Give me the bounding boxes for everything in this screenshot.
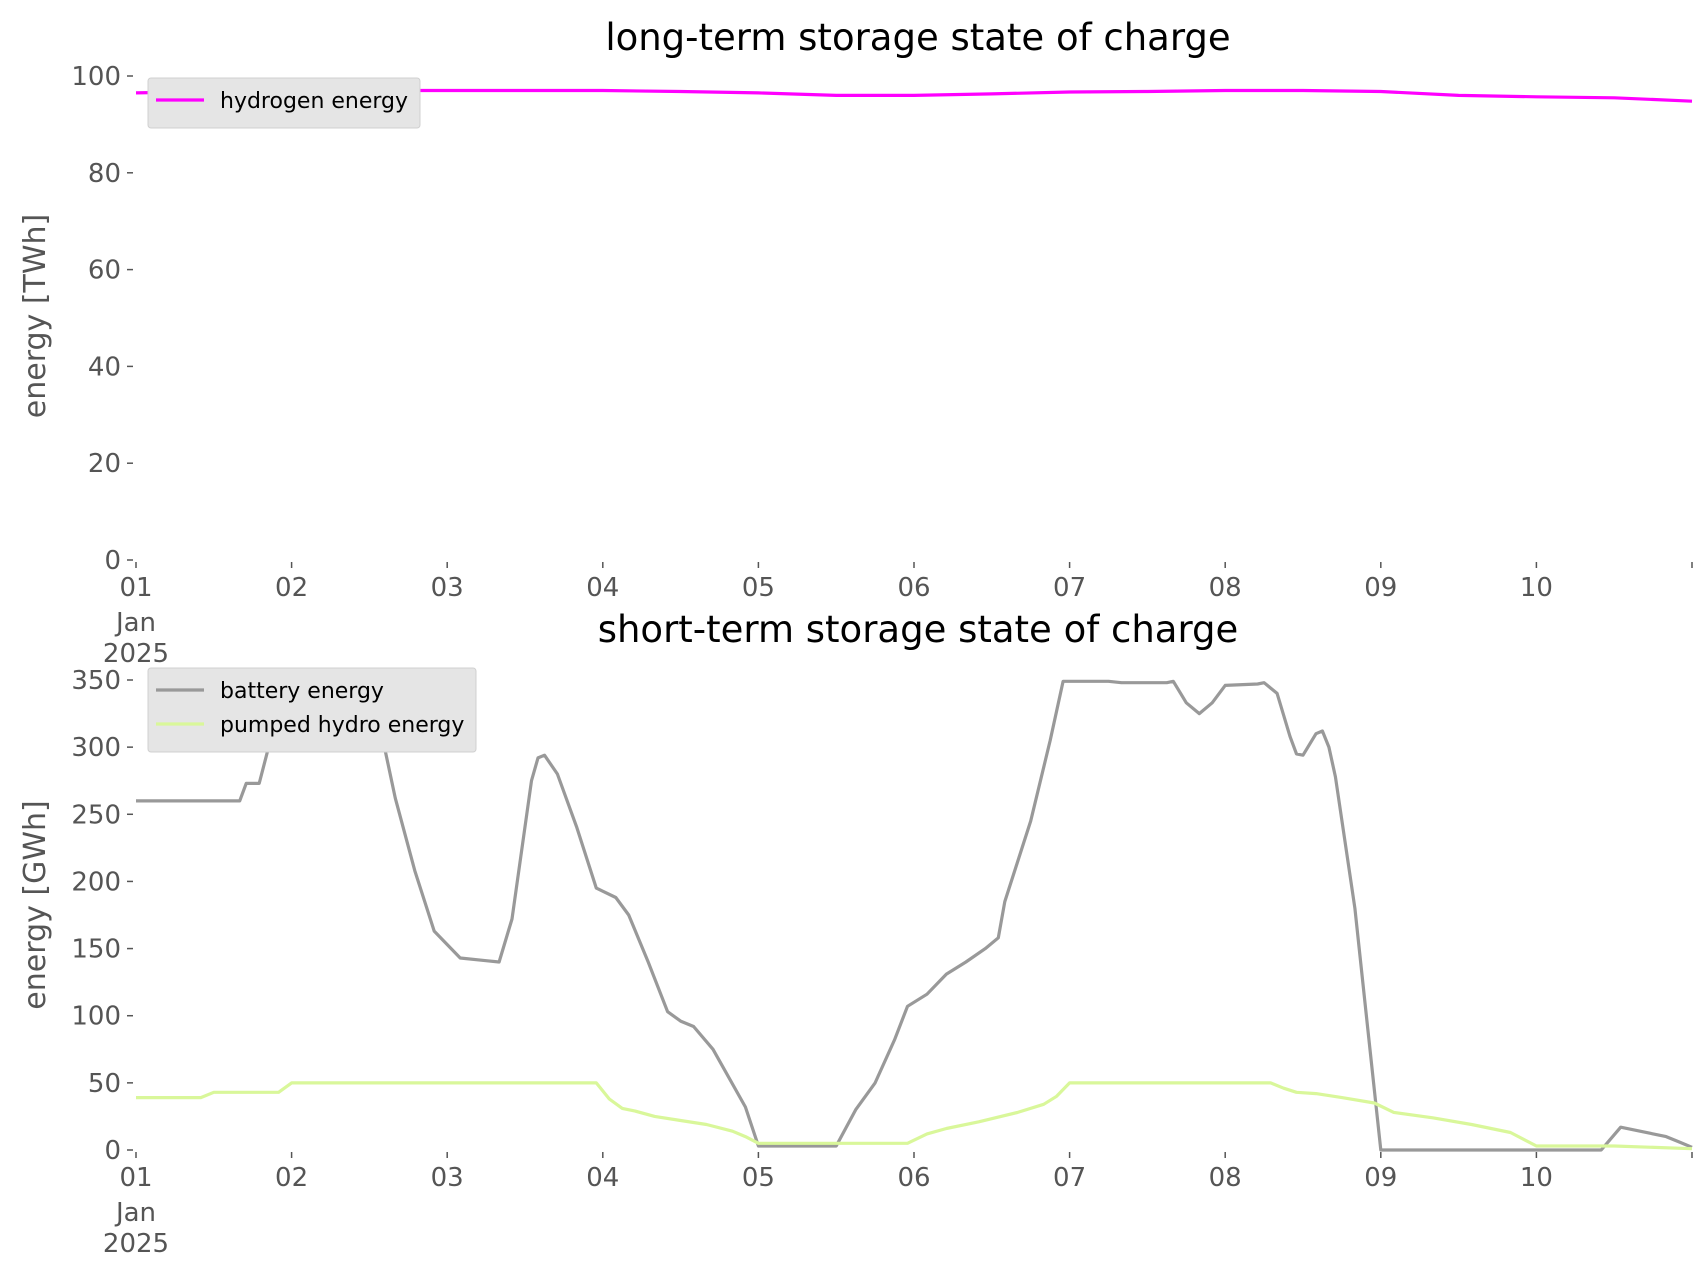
x-tick-label: 07 [1053,1163,1086,1193]
x-tick-label: 02 [275,573,308,603]
x-tick-label: 01 [119,1163,152,1193]
legend-box [147,77,421,129]
series-lines [135,88,1693,103]
x-tick-label: 06 [897,1163,930,1193]
x-tick-label: 10 [1520,1163,1553,1193]
x-tick-label: 08 [1209,1163,1242,1193]
y-tick-label: 40 [88,352,121,382]
y-axis-label: energy [TWh] [18,214,53,418]
x-tick-label: 01 [119,573,152,603]
legend-box [147,667,477,753]
x-tick-label: 08 [1209,573,1242,603]
y-tick-label: 80 [88,159,121,189]
y-tick-label: 150 [71,935,121,965]
x-tick-label: 04 [586,573,619,603]
x-tick-label: 03 [431,1163,464,1193]
y-tick-label: 250 [71,800,121,830]
x-tick-label: 06 [897,573,930,603]
y-tick-label: 100 [71,62,121,92]
x-tick-label: 05 [742,1163,775,1193]
y-tick-label: 300 [71,733,121,763]
x-tick-label: 09 [1364,573,1397,603]
y-tick-label: 350 [71,666,121,696]
x-tick-label: 05 [742,573,775,603]
y-tick-label: 200 [71,867,121,897]
legend-label: battery energy [220,679,384,704]
legend: hydrogen energy [147,77,421,129]
x-tick-label-extra: 2025 [103,639,169,669]
x-tick-label: 02 [275,1163,308,1193]
x-tick-label: 04 [586,1163,619,1193]
chart-title: short-term storage state of charge [598,608,1239,651]
y-tick-label: 60 [88,256,121,286]
y-tick-label: 20 [88,449,121,479]
x-tick-label: 09 [1364,1163,1397,1193]
legend-label: pumped hydro energy [220,713,464,738]
x-tick-label-extra: 2025 [103,1229,169,1259]
x-tick-label-extra: Jan [114,1198,156,1228]
series-lines [136,678,1693,1152]
chart-title: long-term storage state of charge [605,16,1230,59]
x-tick-label: 10 [1520,573,1553,603]
y-tick-label: 100 [71,1002,121,1032]
series-line-1 [136,1081,1693,1151]
x-tick-label: 03 [431,573,464,603]
short-term-storage-chart: short-term storage state of charge energ… [18,608,1693,1259]
x-tick-label: 07 [1053,573,1086,603]
legend-label: hydrogen energy [220,89,408,114]
y-tick-label: 50 [88,1069,121,1099]
series-line-0 [135,88,1693,103]
long-term-storage-chart: long-term storage state of charge energy… [18,16,1693,669]
legend: battery energy pumped hydro energy [147,667,477,753]
series-line-0 [136,678,1693,1152]
y-tick-label: 0 [104,1136,121,1166]
y-tick-label: 0 [104,546,121,576]
y-axis-label: energy [GWh] [18,800,53,1009]
x-tick-label-extra: Jan [114,608,156,638]
